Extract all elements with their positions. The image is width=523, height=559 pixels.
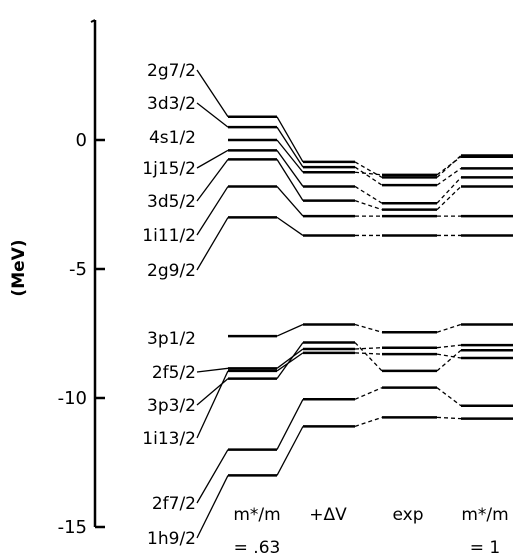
label-leader <box>196 367 229 373</box>
column-label: +ΔV <box>309 505 347 525</box>
column-sublabel: = 1 <box>470 538 500 558</box>
level-connector <box>276 126 304 168</box>
level-connector <box>354 171 383 176</box>
level-connector <box>354 200 383 211</box>
label-leader <box>196 158 229 202</box>
level-connector <box>276 159 304 201</box>
level-connector <box>354 352 383 355</box>
level-label: 3p1/2 <box>147 329 196 349</box>
axis-label: (MeV) <box>9 239 29 296</box>
level-connector <box>354 161 383 178</box>
level-connector <box>436 344 462 349</box>
level-label: 2f7/2 <box>152 494 196 514</box>
level-connector <box>436 176 462 204</box>
level-connector <box>276 116 304 163</box>
tick-label: 0 <box>76 130 87 151</box>
level-label: 3d3/2 <box>147 94 196 114</box>
level-label: 2g7/2 <box>147 61 196 81</box>
level-connector <box>354 185 383 204</box>
label-leader <box>196 186 229 236</box>
level-connector <box>436 167 462 186</box>
level-connector <box>354 387 383 400</box>
label-leader <box>196 102 229 128</box>
axis-top-tick <box>90 19 96 23</box>
column-sublabel: = .63 <box>234 538 281 558</box>
level-connector <box>354 347 383 350</box>
level-connector <box>436 416 462 420</box>
tick-label: -5 <box>69 259 87 280</box>
level-label: 1i13/2 <box>142 429 196 449</box>
level-connector <box>436 185 462 211</box>
level-labels: 2g7/2 3d3/2 4s1/2 1j15/2 3d5/2 1i11/2 2g9/2 3p1… <box>142 61 196 549</box>
level-connector <box>276 352 304 372</box>
level-label: 2g9/2 <box>147 261 196 281</box>
level-connector <box>436 156 462 176</box>
column-label: m*/m <box>461 505 508 525</box>
label-leader <box>196 149 229 169</box>
level-label: 2f5/2 <box>152 363 196 383</box>
level-connector <box>276 139 304 173</box>
label-leader <box>196 449 229 504</box>
label-leader <box>196 378 229 406</box>
level-connector <box>276 426 304 476</box>
label-leader <box>196 69 229 118</box>
level-label: 1i11/2 <box>142 226 196 246</box>
level-label: 3d5/2 <box>147 192 196 212</box>
level-connector <box>354 416 383 427</box>
level-connector <box>354 166 383 186</box>
level-connector <box>276 348 304 369</box>
level-connector <box>354 342 383 372</box>
level-label: 1j15/2 <box>142 159 196 179</box>
level-connector <box>276 186 304 217</box>
level-connector <box>276 216 304 236</box>
level-connector <box>436 349 462 372</box>
level-connector <box>436 353 462 359</box>
level-connector <box>436 323 462 333</box>
level-label: 1h9/2 <box>147 529 196 549</box>
label-leaders <box>196 69 229 539</box>
level-connector <box>354 323 383 333</box>
label-leader <box>196 217 229 271</box>
tick-label: -15 <box>58 517 87 538</box>
level-connector <box>276 323 304 337</box>
level-label: 3p3/2 <box>147 396 196 416</box>
tick-label: -10 <box>58 388 87 409</box>
level-connectors <box>276 116 462 476</box>
level-connector <box>276 342 304 380</box>
level-connector <box>276 398 304 450</box>
level-connector <box>436 387 462 407</box>
label-leader <box>196 370 229 439</box>
label-leader <box>196 475 229 539</box>
energy-levels <box>228 115 513 477</box>
column-label: exp <box>392 505 423 525</box>
column-labels: m*/m = .63 +ΔV exp m*/m = 1 <box>233 505 508 558</box>
level-connector <box>276 149 304 187</box>
level-label: 4s1/2 <box>149 128 196 148</box>
axis-ticks: 0 -5 -10 -15 <box>58 19 105 538</box>
column-label: m*/m <box>233 505 280 525</box>
